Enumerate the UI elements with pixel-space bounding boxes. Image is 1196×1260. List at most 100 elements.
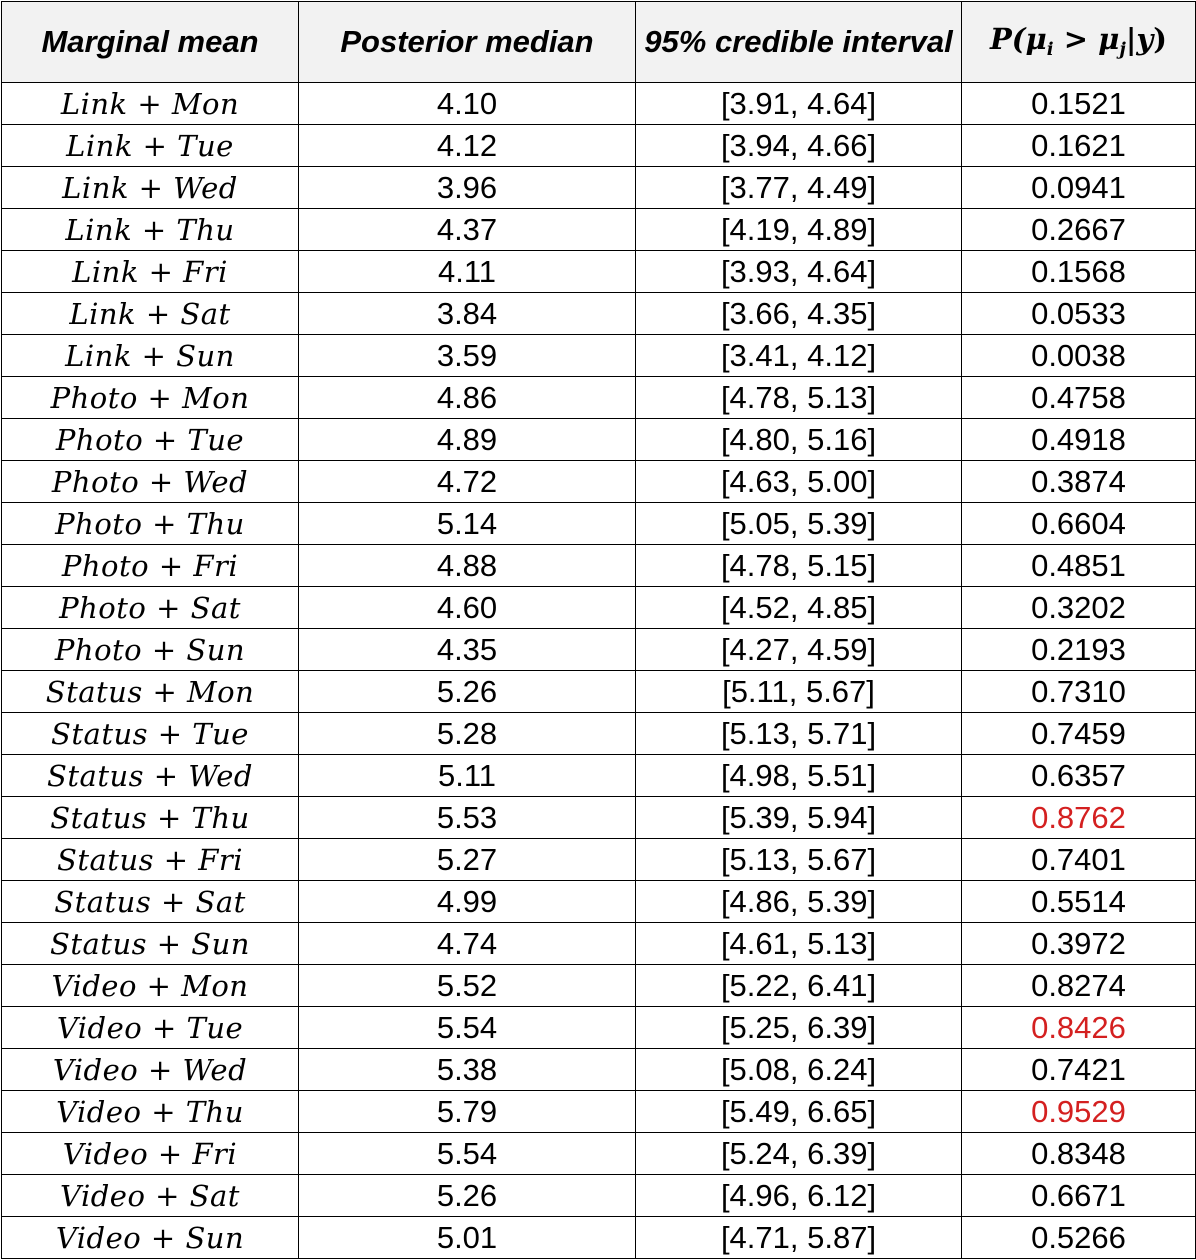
cell-credible-interval: [3.93, 4.64] [635, 250, 962, 293]
header-marginal-mean: Marginal mean [1, 1, 299, 83]
cell-posterior-median: 4.37 [298, 208, 636, 251]
cell-probability: 0.3874 [961, 460, 1196, 503]
cell-credible-interval: [4.80, 5.16] [635, 418, 962, 461]
y-symbol: y [1136, 22, 1154, 57]
header-probability: P(μi > μj|y) [961, 1, 1196, 83]
conditional-bar: | [1125, 22, 1137, 57]
cell-marginal-mean: Video + Thu [1, 1090, 299, 1133]
table-row: Status + Sat 4.99 [4.86, 5.39] 0.5514 [1, 880, 1196, 923]
cell-posterior-median: 4.12 [298, 124, 636, 167]
cell-credible-interval: [4.98, 5.51] [635, 754, 962, 797]
table-row: Photo + Sun 4.35 [4.27, 4.59] 0.2193 [1, 628, 1196, 671]
cell-posterior-median: 4.89 [298, 418, 636, 461]
cell-posterior-median: 5.26 [298, 670, 636, 713]
cell-posterior-median: 4.86 [298, 376, 636, 419]
table-row: Photo + Sat 4.60 [4.52, 4.85] 0.3202 [1, 586, 1196, 629]
cell-probability: 0.1621 [961, 124, 1196, 167]
cell-posterior-median: 5.38 [298, 1048, 636, 1091]
greater-than-symbol: > [1053, 22, 1099, 57]
cell-posterior-median: 5.27 [298, 838, 636, 881]
cell-probability: 0.6604 [961, 502, 1196, 545]
cell-marginal-mean: Video + Mon [1, 964, 299, 1007]
header-row: Marginal mean Posterior median 95% credi… [1, 1, 1196, 83]
cell-marginal-mean: Status + Wed [1, 754, 299, 797]
cell-credible-interval: [5.08, 6.24] [635, 1048, 962, 1091]
cell-marginal-mean: Link + Thu [1, 208, 299, 251]
cell-credible-interval: [5.39, 5.94] [635, 796, 962, 839]
subscript-j: j [1119, 38, 1126, 60]
cell-credible-interval: [5.11, 5.67] [635, 670, 962, 713]
cell-marginal-mean: Link + Mon [1, 82, 299, 125]
cell-posterior-median: 5.28 [298, 712, 636, 755]
cell-marginal-mean: Status + Tue [1, 712, 299, 755]
cell-credible-interval: [4.86, 5.39] [635, 880, 962, 923]
cell-credible-interval: [3.66, 4.35] [635, 292, 962, 335]
cell-posterior-median: 5.26 [298, 1174, 636, 1217]
cell-probability: 0.4851 [961, 544, 1196, 587]
cell-marginal-mean: Photo + Tue [1, 418, 299, 461]
cell-posterior-median: 5.14 [298, 502, 636, 545]
cell-marginal-mean: Photo + Thu [1, 502, 299, 545]
cell-probability: 0.8274 [961, 964, 1196, 1007]
cell-posterior-median: 4.10 [298, 82, 636, 125]
table-row: Video + Sun 5.01 [4.71, 5.87] 0.5266 [1, 1216, 1196, 1259]
cell-posterior-median: 4.60 [298, 586, 636, 629]
cell-marginal-mean: Video + Wed [1, 1048, 299, 1091]
table-row: Status + Thu 5.53 [5.39, 5.94] 0.8762 [1, 796, 1196, 839]
header-posterior-median: Posterior median [298, 1, 636, 83]
header-credible-interval: 95% credible interval [635, 1, 962, 83]
cell-probability: 0.6671 [961, 1174, 1196, 1217]
table-row: Photo + Mon 4.86 [4.78, 5.13] 0.4758 [1, 376, 1196, 419]
cell-posterior-median: 5.54 [298, 1006, 636, 1049]
cell-marginal-mean: Photo + Sat [1, 586, 299, 629]
mu-i-symbol: μ [1025, 22, 1047, 57]
cell-probability: 0.7459 [961, 712, 1196, 755]
table-row: Video + Mon 5.52 [5.22, 6.41] 0.8274 [1, 964, 1196, 1007]
cell-probability: 0.6357 [961, 754, 1196, 797]
closing-paren: ) [1153, 22, 1167, 57]
cell-marginal-mean: Status + Mon [1, 670, 299, 713]
cell-probability: 0.1521 [961, 82, 1196, 125]
cell-marginal-mean: Link + Sun [1, 334, 299, 377]
cell-posterior-median: 4.11 [298, 250, 636, 293]
cell-credible-interval: [5.05, 5.39] [635, 502, 962, 545]
cell-posterior-median: 4.74 [298, 922, 636, 965]
cell-marginal-mean: Link + Fri [1, 250, 299, 293]
cell-probability: 0.4918 [961, 418, 1196, 461]
cell-probability: 0.5266 [961, 1216, 1196, 1259]
cell-credible-interval: [5.49, 6.65] [635, 1090, 962, 1133]
table-row: Status + Tue 5.28 [5.13, 5.71] 0.7459 [1, 712, 1196, 755]
cell-probability: 0.8426 [961, 1006, 1196, 1049]
cell-probability: 0.7401 [961, 838, 1196, 881]
cell-credible-interval: [4.78, 5.13] [635, 376, 962, 419]
cell-posterior-median: 5.79 [298, 1090, 636, 1133]
cell-probability: 0.1568 [961, 250, 1196, 293]
cell-credible-interval: [4.19, 4.89] [635, 208, 962, 251]
cell-marginal-mean: Link + Tue [1, 124, 299, 167]
cell-credible-interval: [3.41, 4.12] [635, 334, 962, 377]
cell-marginal-mean: Video + Sun [1, 1216, 299, 1259]
table-row: Photo + Thu 5.14 [5.05, 5.39] 0.6604 [1, 502, 1196, 545]
cell-marginal-mean: Photo + Mon [1, 376, 299, 419]
cell-posterior-median: 4.99 [298, 880, 636, 923]
cell-marginal-mean: Photo + Fri [1, 544, 299, 587]
prob-symbol: P( [990, 22, 1026, 57]
cell-probability: 0.5514 [961, 880, 1196, 923]
cell-credible-interval: [5.22, 6.41] [635, 964, 962, 1007]
cell-posterior-median: 4.35 [298, 628, 636, 671]
cell-marginal-mean: Status + Fri [1, 838, 299, 881]
cell-probability: 0.3202 [961, 586, 1196, 629]
cell-marginal-mean: Video + Sat [1, 1174, 299, 1217]
table-row: Status + Fri 5.27 [5.13, 5.67] 0.7401 [1, 838, 1196, 881]
cell-marginal-mean: Status + Sat [1, 880, 299, 923]
cell-probability: 0.0941 [961, 166, 1196, 209]
cell-marginal-mean: Status + Thu [1, 796, 299, 839]
table-row: Video + Fri 5.54 [5.24, 6.39] 0.8348 [1, 1132, 1196, 1175]
table-row: Photo + Fri 4.88 [4.78, 5.15] 0.4851 [1, 544, 1196, 587]
cell-credible-interval: [4.61, 5.13] [635, 922, 962, 965]
cell-credible-interval: [4.71, 5.87] [635, 1216, 962, 1259]
cell-credible-interval: [5.13, 5.71] [635, 712, 962, 755]
cell-credible-interval: [4.78, 5.15] [635, 544, 962, 587]
cell-probability: 0.0533 [961, 292, 1196, 335]
